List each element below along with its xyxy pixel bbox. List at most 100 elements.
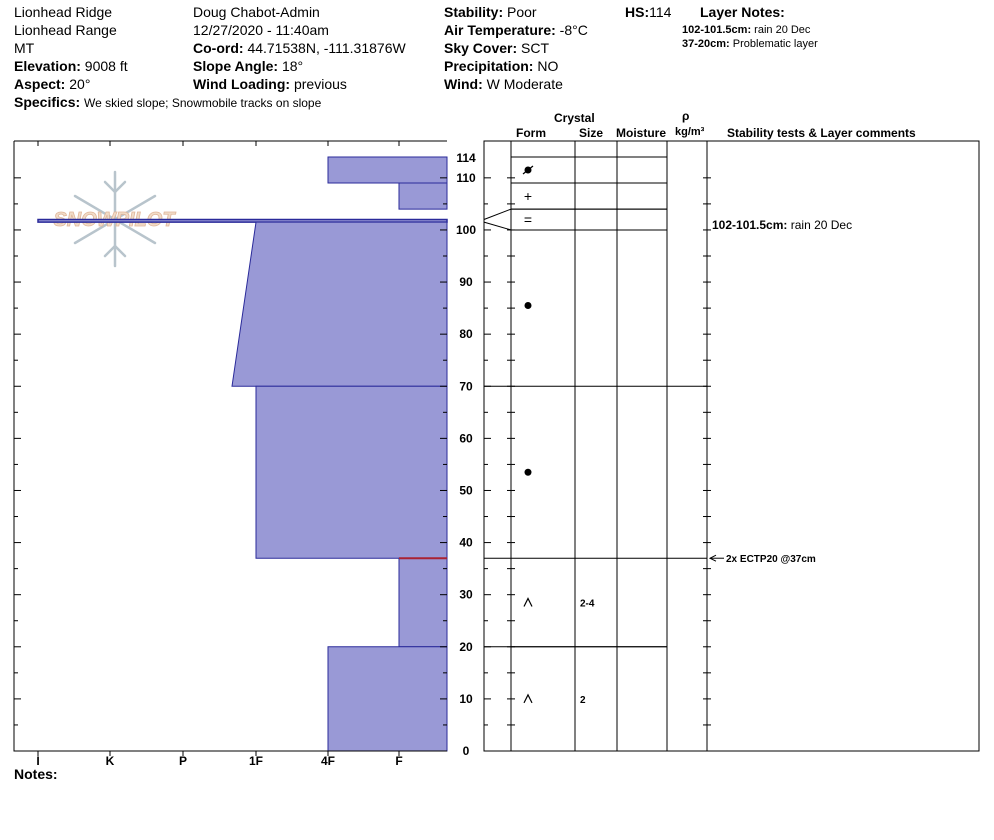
comments-header: Stability tests & Layer comments (727, 126, 916, 140)
y-tick-label: 60 (459, 431, 473, 445)
x-tick-label: 4F (321, 754, 335, 768)
y-tick-label: 90 (459, 275, 473, 289)
air-temp-value: -8°C (559, 22, 588, 38)
precip-label: Precipitation: (444, 58, 534, 74)
wind-loading: Wind Loading: previous (193, 76, 347, 93)
sky-label: Sky Cover: (444, 40, 518, 56)
y-tick-label: 80 (459, 327, 473, 341)
layer-note-range: 37-20cm: (682, 38, 730, 50)
precipitation: Precipitation: NO (444, 58, 558, 75)
stability-value: Poor (507, 4, 537, 20)
form-melt-freeze-icon: = (524, 212, 532, 228)
specifics-label: Specifics: (14, 94, 81, 110)
hardness-layer (327, 646, 448, 752)
specifics-value: We skied slope; Snowmobile tracks on slo… (84, 96, 322, 110)
slope-label: Slope Angle: (193, 58, 279, 74)
slope-angle: Slope Angle: 18° (193, 58, 303, 75)
notes-label: Notes: (14, 766, 58, 782)
datetime: 12/27/2020 - 11:40am (193, 22, 329, 38)
y-tick-label: 114 (456, 151, 476, 165)
air-temperature: Air Temperature: -8°C (444, 22, 588, 39)
layer-boundary (483, 208, 667, 220)
layer-comment-text: rain 20 Dec (791, 218, 852, 232)
specifics: Specifics: We skied slope; Snowmobile tr… (14, 94, 321, 112)
x-tick-label: P (179, 754, 187, 768)
stability-label: Stability: (444, 4, 504, 20)
stability: Stability: Poor (444, 4, 537, 21)
hardness-layer (231, 221, 448, 387)
aspect: Aspect: 20° (14, 76, 90, 93)
y-tick-label: 100 (456, 223, 476, 237)
wind-loading-value: previous (293, 76, 347, 92)
elevation: Elevation: 9008 ft (14, 58, 128, 75)
grain-size-label: 2-4 (580, 599, 595, 610)
layer-note-text: Problematic layer (732, 38, 818, 50)
form-precip-icon: + (524, 188, 532, 204)
y-tick-label: 40 (459, 536, 473, 550)
moisture-header: Moisture (616, 126, 667, 140)
form-rounded-icon (524, 468, 532, 476)
x-tick-label: 1F (249, 754, 263, 768)
state: MT (14, 40, 35, 56)
hardness-layer (327, 156, 448, 184)
wind: Wind: W Moderate (444, 76, 563, 93)
form-rounding-faceted-icon (522, 165, 534, 175)
form-depth-hoar-icon (523, 693, 533, 704)
hardness-layer (398, 182, 448, 210)
grain-size-label: 2 (580, 695, 586, 706)
hs-value: 114 (649, 4, 672, 20)
y-tick-label: 10 (459, 692, 473, 706)
profile-grid: I K P 1F 4F F 0 10 20 30 40 50 60 70 80 90 100 110 114 (13, 140, 980, 768)
aspect-value: 20° (69, 76, 91, 92)
x-tick-label: F (395, 754, 402, 768)
hs-label: HS: (625, 4, 650, 20)
y-tick-label: 0 (463, 744, 470, 758)
layer-boundary (483, 221, 667, 231)
range: Lionhead Range (14, 22, 117, 38)
form-depth-hoar-icon (523, 597, 533, 607)
layer-comment: 102-101.5cm: rain 20 Dec (712, 218, 852, 232)
y-tick-label: 50 (459, 483, 473, 497)
rho-header: ρ (682, 109, 690, 123)
stability-test-label: 2x ECTP20 @37cm (726, 554, 816, 565)
y-tick-label: 70 (459, 379, 473, 393)
location: Lionhead Ridge (14, 4, 113, 20)
hardness-profile (37, 156, 448, 752)
layer-notes-title: Layer Notes: (700, 4, 785, 20)
coord: Co-ord: 44.71538N, -111.31876W (193, 40, 406, 57)
slope-value: 18° (281, 58, 304, 74)
layer-note-text: rain 20 Dec (754, 24, 811, 36)
coord-value: 44.71538N, -111.31876W (247, 40, 406, 56)
crystal-header: Crystal (554, 111, 595, 125)
y-tick-label: 110 (456, 171, 476, 185)
y-tick-label: 20 (459, 640, 473, 654)
density-unit: kg/m³ (675, 126, 705, 138)
profile-marks: + = 2-4 2 102-101.5cm: rain 20 Dec 2x ECTP20 … (522, 165, 852, 706)
arrow-icon (708, 554, 717, 562)
wind-label: Wind: (444, 76, 483, 92)
observer: Doug Chabot-Admin (193, 4, 320, 20)
coord-label: Co-ord: (193, 40, 244, 56)
x-tick-label: I (36, 754, 39, 768)
layer-comment-range: 102-101.5cm: (712, 218, 791, 232)
precip-value: NO (537, 58, 559, 74)
layer-note-range: 102-101.5cm: (682, 24, 752, 36)
layer-note: 37-20cm: Problematic layer (682, 37, 818, 51)
hardness-layer (398, 557, 448, 648)
form-header: Form (516, 126, 546, 140)
wind-value: W Moderate (486, 76, 563, 92)
sky-cover: Sky Cover: SCT (444, 40, 549, 57)
elevation-label: Elevation: (14, 58, 81, 74)
air-temp-label: Air Temperature: (444, 22, 556, 38)
aspect-label: Aspect: (14, 76, 66, 92)
y-tick-label: 30 (459, 588, 473, 602)
layer-table-frame (483, 140, 980, 752)
form-rounded-icon (524, 302, 532, 309)
sky-value: SCT (521, 40, 550, 56)
layer-note: 102-101.5cm: rain 20 Dec (682, 23, 810, 37)
wind-loading-label: Wind Loading: (193, 76, 291, 92)
hardness-layer (255, 385, 448, 559)
hs: HS:114 (625, 4, 671, 21)
elevation-value: 9008 ft (84, 58, 128, 74)
